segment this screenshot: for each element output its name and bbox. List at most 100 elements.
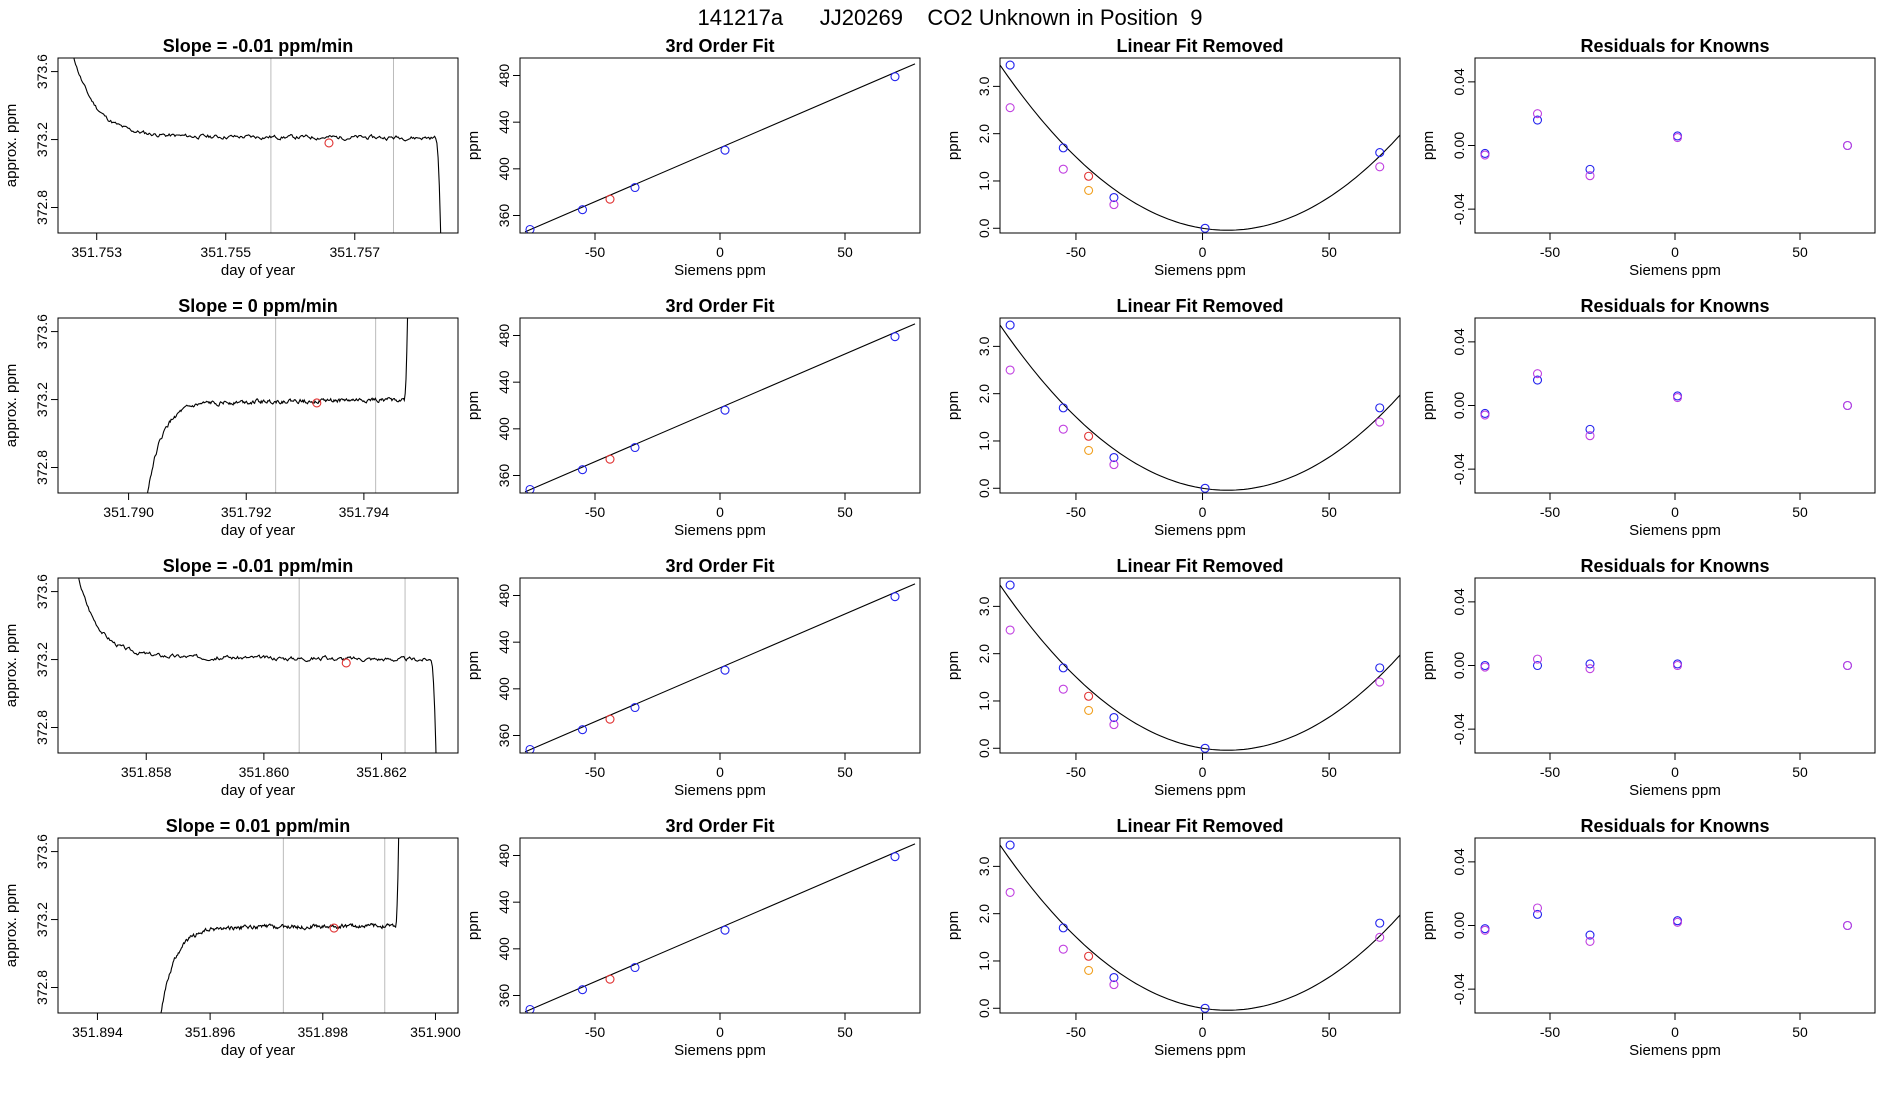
y-tick-label: 0.00 (1451, 392, 1467, 419)
data-point (1200, 223, 1210, 233)
data-point (1200, 1003, 1210, 1013)
data-point (1532, 903, 1543, 913)
y-tick-label: 480 (496, 324, 512, 348)
data-point (1585, 664, 1595, 674)
data-point (1375, 162, 1385, 172)
data-point (1375, 417, 1385, 427)
data-point (890, 852, 900, 862)
y-tick-label: 2.0 (976, 384, 992, 404)
y-tick-label: 400 (496, 417, 512, 441)
data-point (720, 665, 730, 675)
data-point (1084, 691, 1094, 701)
concentration-trace (78, 578, 437, 753)
y-tick-label: 440 (496, 370, 512, 394)
x-axis-label: Siemens ppm (674, 522, 766, 539)
plot-frame (999, 317, 1401, 494)
data-point (577, 465, 588, 475)
y-axis-label: ppm (465, 911, 482, 940)
data-point (720, 145, 730, 155)
x-tick-label: 50 (1792, 1024, 1808, 1040)
data-point (525, 1004, 535, 1013)
data-point (1585, 424, 1595, 434)
panel-title: 3rd Order Fit (665, 296, 774, 316)
x-tick-label: 0 (716, 764, 724, 780)
y-tick-label: 440 (496, 630, 512, 654)
plot-frame (57, 577, 459, 754)
data-point (1005, 365, 1015, 375)
data-point (1585, 930, 1595, 940)
plot-frame (519, 57, 921, 234)
data-point (1585, 164, 1595, 174)
data-point (1585, 936, 1595, 946)
y-tick-label: 2.0 (976, 124, 992, 144)
fit-line (524, 323, 916, 493)
x-tick-label: 50 (1321, 504, 1337, 520)
concentration-trace (147, 318, 409, 493)
plot-frame (1474, 317, 1876, 494)
x-tick-label: 0 (1671, 764, 1679, 780)
x-tick-label: -50 (1066, 244, 1086, 260)
y-tick-label: -0.04 (1451, 193, 1467, 225)
x-tick-label: 351.757 (329, 244, 380, 260)
fit-line (524, 583, 916, 753)
x-tick-label: 50 (837, 244, 853, 260)
plot-frame (519, 837, 921, 1014)
y-tick-label: 0.0 (976, 738, 992, 758)
x-tick-label: 0 (1199, 764, 1207, 780)
data-point (1005, 580, 1015, 590)
x-tick-label: 0 (1199, 244, 1207, 260)
plot-frame (57, 837, 459, 1014)
fit-curve (1000, 584, 1400, 751)
x-tick-label: 351.792 (221, 504, 272, 520)
y-tick-label: 1.0 (976, 171, 992, 191)
data-point (1480, 150, 1490, 160)
x-tick-label: 351.755 (200, 244, 251, 260)
x-axis-label: day of year (221, 782, 295, 799)
data-point (1058, 403, 1068, 413)
y-tick-label: 3.0 (976, 856, 992, 876)
x-tick-label: 50 (837, 1024, 853, 1040)
y-axis-label: ppm (945, 651, 962, 680)
y-tick-label: 480 (496, 584, 512, 608)
x-tick-label: 351.858 (121, 764, 172, 780)
y-tick-label: 1.0 (976, 431, 992, 451)
panel-3-3: Linear Fit Removed -50 0 50 0.0 1.0 2.0 3.0 Siem… (945, 556, 1401, 799)
y-tick-label: 360 (496, 984, 512, 1008)
y-tick-label: 372.8 (34, 710, 50, 745)
y-axis-label: ppm (465, 651, 482, 680)
x-tick-label: 50 (1792, 244, 1808, 260)
panel-2-1: Slope = 0 ppm/min 351.790 351.792 351.794 37… (3, 296, 459, 539)
y-tick-label: -0.04 (1451, 713, 1467, 745)
data-point (1084, 431, 1094, 441)
y-axis-label: ppm (465, 131, 482, 160)
data-point (1109, 980, 1119, 990)
x-tick-label: 50 (1321, 1024, 1337, 1040)
panel-title: Residuals for Knowns (1580, 36, 1769, 56)
y-tick-label: 372.8 (34, 970, 50, 1005)
fit-line (524, 843, 916, 1013)
data-point (1084, 705, 1094, 715)
data-point (1375, 677, 1385, 687)
panel-1-4: Residuals for Knowns -50 0 50 -0.04 0.00 0.04 S… (1420, 36, 1876, 279)
data-point (1058, 143, 1068, 153)
panel-3-4: Residuals for Knowns -50 0 50 -0.04 0.00 0.04 S… (1420, 556, 1876, 799)
x-axis-label: Siemens ppm (674, 262, 766, 279)
y-axis-label: ppm (1420, 651, 1437, 680)
y-axis-label: ppm (945, 911, 962, 940)
x-tick-label: -50 (585, 244, 605, 260)
data-point (577, 205, 588, 215)
x-axis-label: Siemens ppm (1154, 522, 1246, 539)
x-tick-label: -50 (1066, 764, 1086, 780)
x-tick-label: 351.894 (72, 1024, 123, 1040)
x-tick-label: -50 (1540, 1024, 1560, 1040)
panel-4-2: 3rd Order Fit -50 0 50 360 400 440 480 Siemens p… (465, 816, 921, 1059)
panel-title: Linear Fit Removed (1116, 816, 1283, 836)
x-axis-label: Siemens ppm (1154, 782, 1246, 799)
concentration-trace (160, 838, 400, 1013)
panel-title: Slope = 0 ppm/min (178, 296, 338, 316)
data-point (1084, 171, 1094, 181)
x-tick-label: 50 (1792, 504, 1808, 520)
plot-frame (1474, 837, 1876, 1014)
panel-title: 3rd Order Fit (665, 36, 774, 56)
y-tick-label: 373.2 (34, 902, 50, 937)
